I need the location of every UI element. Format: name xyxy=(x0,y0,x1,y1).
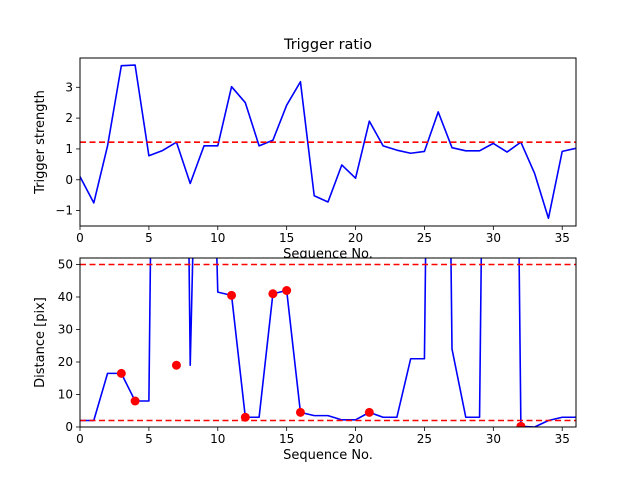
chart-2-marker-point xyxy=(295,407,305,417)
chart-1-series-line xyxy=(80,64,576,220)
chart-2-y-tick-label: 20 xyxy=(58,355,73,369)
chart-2-x-tick-label: 35 xyxy=(555,432,570,446)
chart-2-marker-point xyxy=(240,412,250,422)
chart-2-y-tick-label: 40 xyxy=(58,290,73,304)
chart-2-axes-frame xyxy=(79,257,577,428)
chart-2-y-tick-label: 30 xyxy=(58,323,73,337)
chart-1-y-tick-label: 0 xyxy=(65,173,73,187)
chart-2-y-tick-label: 0 xyxy=(65,420,73,434)
chart-2-marker-point xyxy=(364,407,374,417)
chart-1-axes-frame xyxy=(79,57,577,227)
chart-2-marker-point xyxy=(516,421,526,427)
chart-2-x-tick-label: 0 xyxy=(76,432,84,446)
bottom-chart: 0 5 10 15 20 25 30 35 0 10 20 30 40 50 Sequence No. Dis… xyxy=(33,257,577,463)
chart-1-x-tick-label: 15 xyxy=(279,231,294,245)
chart-1-y-tick-label: 3 xyxy=(65,80,73,94)
chart-1-title: Trigger ratio xyxy=(283,37,372,53)
chart-1-y-tick-label: 1 xyxy=(65,142,73,156)
chart-1-x-tick-label: 10 xyxy=(210,231,225,245)
chart-1-x-tick-label: 30 xyxy=(486,231,501,245)
chart-2-marker-point xyxy=(282,286,292,295)
chart-2-x-tick-label: 30 xyxy=(486,432,501,446)
chart-1-x-tick-label: 25 xyxy=(417,231,432,245)
chart-1-plot-area xyxy=(80,64,576,220)
chart-2-marker-point xyxy=(116,368,126,378)
chart-2-x-tick-label: 5 xyxy=(145,432,153,446)
chart-1-x-tick-label: 5 xyxy=(145,231,153,245)
chart-2-marker-point xyxy=(268,289,278,299)
chart-2-y-axis-label: Distance [pix] xyxy=(33,297,48,388)
chart-2-y-tick-label: 10 xyxy=(58,388,73,402)
chart-2-y-tick-label: 50 xyxy=(58,258,73,272)
chart-2-background xyxy=(80,258,576,427)
chart-1-y-axis-label: Trigger strength xyxy=(33,90,48,195)
chart-2-x-tick-label: 25 xyxy=(417,432,432,446)
chart-1-x-tick-label: 0 xyxy=(76,231,84,245)
chart-2-plot-area xyxy=(80,258,576,427)
chart-1-x-tick-label: 20 xyxy=(348,231,363,245)
chart-1-y-tick-label: 2 xyxy=(65,111,73,125)
chart-2-marker-point xyxy=(227,290,237,300)
chart-1-x-tick-label: 35 xyxy=(555,231,570,245)
chart-1-y-tick-label: −1 xyxy=(55,204,73,218)
chart-2-marker-point xyxy=(130,396,140,406)
chart-2-marker-point xyxy=(171,360,181,370)
chart-2-x-tick-label: 10 xyxy=(210,432,225,446)
chart-2-x-tick-label: 20 xyxy=(348,432,363,446)
chart-2-series-line xyxy=(80,258,576,427)
chart-2-x-axis-label: Sequence No. xyxy=(283,448,373,463)
chart-2-x-tick-label: 15 xyxy=(279,432,294,446)
